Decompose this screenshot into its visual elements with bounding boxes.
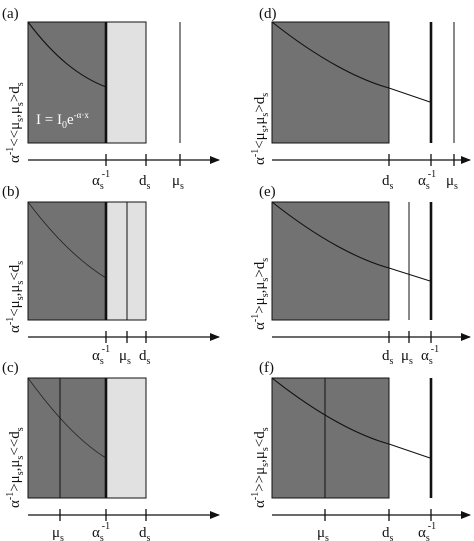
panel-d-tick-label-3: μs	[446, 173, 458, 192]
panel-e-dark-region	[271, 201, 390, 321]
panel-e-letter: (e)	[259, 184, 276, 200]
panel-d-tick-label-2: αs-1	[418, 169, 436, 192]
panel-b-tick-label-3: ds	[139, 348, 151, 367]
panel-d-tick-label-1: ds	[382, 173, 394, 192]
panel-a-tick-label-2: ds	[139, 173, 151, 192]
panel-e-tick-label-2: μs	[401, 348, 413, 367]
panel-c-tick-label-3: ds	[139, 525, 151, 541]
panel-c-tick-label-2: αs-1	[92, 521, 110, 541]
panel-c-letter: (c)	[2, 360, 19, 376]
panel-c: (c) α-1>μs,μs<<ds μs αs-1 ds	[2, 360, 220, 541]
panel-f-tick-label-3: αs-1	[418, 521, 436, 541]
panel-c-decay-curve	[27, 377, 107, 459]
panel-d-dark-region	[271, 21, 390, 144]
panel-e: (e) α-1>μs,μs>ds ds μs αs-1	[250, 184, 471, 367]
panel-a-decay-curve	[27, 21, 107, 88]
panel-d-side-label: α-1<μs,μs>ds	[250, 93, 271, 165]
panel-f-letter: (f)	[259, 360, 274, 376]
formula-subscript: 0	[62, 120, 67, 131]
panel-b-tick-label-1: αs-1	[92, 344, 110, 367]
panel-a: (a) I = I0e-α·x α-1<<μs,μs>ds αs-1 ds μs	[2, 6, 220, 192]
panel-f-tick-label-2: ds	[382, 525, 394, 541]
panel-a-dark-region	[27, 21, 107, 144]
panel-f: (f) α-1>>μs,μs<ds μs ds αs-1	[250, 360, 471, 541]
panel-b: (b) α-1<μs,μs<ds αs-1 μs ds	[2, 184, 220, 367]
panel-d-letter: (d)	[259, 6, 277, 22]
panel-b-letter: (b)	[2, 184, 20, 200]
panel-a-light-region	[105, 21, 147, 144]
formula-label: I = I0e-α·x	[36, 110, 89, 131]
panel-f-dark-region	[271, 377, 390, 499]
panel-d-decay-curve	[271, 21, 431, 103]
panel-d: (d) α-1<μs,μs>ds ds αs-1 μs	[250, 6, 471, 192]
panel-b-side-label: α-1<μs,μs<ds	[5, 261, 26, 333]
panel-c-dark-region	[27, 377, 107, 499]
panel-b-decay-curve	[27, 201, 107, 279]
panel-c-tick-label-1: μs	[52, 525, 64, 541]
panel-e-tick-label-3: αs-1	[421, 344, 439, 367]
panel-a-side-label: α-1<<μs,μs>ds	[5, 82, 26, 163]
panel-e-decay-curve	[271, 201, 431, 282]
panel-c-light-region	[105, 377, 147, 499]
formula-lhs: I = I	[36, 112, 62, 128]
panel-b-light-region	[105, 201, 147, 321]
panel-b-dark-region	[27, 201, 107, 321]
panel-a-tick-label-3: μs	[172, 173, 184, 192]
formula-exp-base: e	[67, 112, 74, 128]
panel-a-letter: (a)	[2, 6, 19, 22]
panel-f-side-label: α-1>>μs,μs<ds	[250, 427, 271, 508]
panel-f-decay-curve	[271, 377, 431, 459]
formula-exponent: -α·x	[74, 110, 90, 120]
panel-c-side-label: α-1>μs,μs<<ds	[5, 427, 26, 508]
panel-b-tick-label-2: μs	[119, 348, 131, 367]
panel-e-tick-label-1: ds	[382, 348, 394, 367]
panel-f-tick-label-1: μs	[317, 525, 329, 541]
panel-e-side-label: α-1>μs,μs>ds	[250, 258, 271, 330]
panel-a-tick-label-1: αs-1	[92, 169, 110, 192]
